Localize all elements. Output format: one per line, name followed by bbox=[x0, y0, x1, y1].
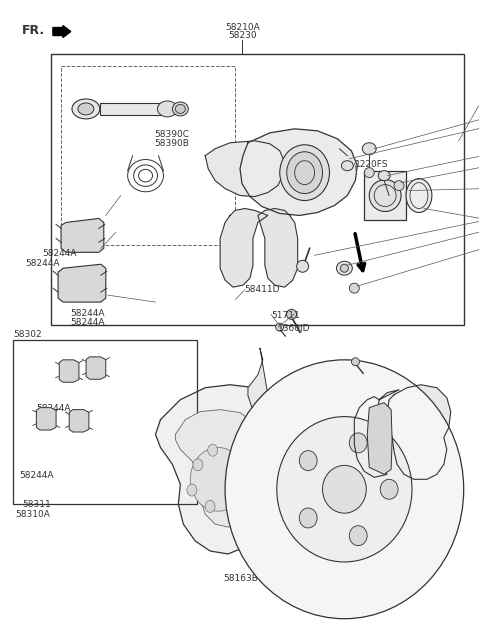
Text: 58390B: 58390B bbox=[154, 139, 189, 148]
Polygon shape bbox=[367, 402, 392, 475]
Text: 58314: 58314 bbox=[331, 577, 360, 586]
Ellipse shape bbox=[193, 459, 203, 471]
Ellipse shape bbox=[72, 99, 100, 119]
Polygon shape bbox=[220, 209, 268, 287]
Ellipse shape bbox=[172, 102, 188, 116]
Bar bbox=[63, 275, 101, 297]
Bar bbox=[51, 54, 464, 325]
Polygon shape bbox=[248, 348, 270, 417]
Polygon shape bbox=[354, 390, 399, 477]
Text: 58311: 58311 bbox=[22, 500, 51, 509]
Ellipse shape bbox=[341, 161, 353, 171]
Ellipse shape bbox=[340, 264, 348, 272]
Bar bbox=[66, 229, 99, 247]
Text: 58222: 58222 bbox=[275, 446, 303, 455]
Text: 58244A: 58244A bbox=[42, 249, 76, 258]
Text: FR.: FR. bbox=[22, 24, 45, 37]
Text: 58163B: 58163B bbox=[223, 574, 258, 583]
Ellipse shape bbox=[349, 526, 367, 545]
Ellipse shape bbox=[287, 152, 323, 194]
Text: 51711: 51711 bbox=[271, 311, 300, 320]
Ellipse shape bbox=[276, 323, 284, 331]
Ellipse shape bbox=[380, 479, 398, 499]
Bar bbox=[364, 171, 406, 220]
Ellipse shape bbox=[205, 500, 215, 513]
Polygon shape bbox=[240, 129, 357, 216]
Text: 58411D: 58411D bbox=[245, 285, 280, 294]
Text: 1360JD: 1360JD bbox=[278, 324, 311, 333]
Ellipse shape bbox=[190, 448, 246, 511]
Ellipse shape bbox=[78, 103, 94, 115]
FancyArrow shape bbox=[53, 26, 71, 37]
Bar bbox=[61, 66, 235, 245]
Text: 58164E: 58164E bbox=[301, 431, 336, 440]
Text: 58164E: 58164E bbox=[369, 533, 403, 542]
Text: 58302: 58302 bbox=[13, 330, 42, 339]
Text: 58244A: 58244A bbox=[71, 308, 105, 317]
Ellipse shape bbox=[157, 101, 178, 117]
Ellipse shape bbox=[280, 145, 329, 200]
Ellipse shape bbox=[175, 104, 185, 113]
Text: 1220FS: 1220FS bbox=[355, 160, 388, 169]
Ellipse shape bbox=[349, 283, 360, 293]
Ellipse shape bbox=[394, 180, 404, 191]
Polygon shape bbox=[387, 384, 451, 479]
Ellipse shape bbox=[299, 508, 317, 528]
Polygon shape bbox=[59, 360, 79, 383]
Text: 58244A: 58244A bbox=[71, 317, 105, 327]
Text: 58244A: 58244A bbox=[36, 404, 71, 413]
Ellipse shape bbox=[187, 484, 197, 496]
Text: 58310A: 58310A bbox=[16, 510, 50, 519]
Ellipse shape bbox=[369, 180, 401, 211]
Ellipse shape bbox=[364, 167, 374, 178]
Ellipse shape bbox=[277, 417, 412, 562]
Polygon shape bbox=[86, 357, 106, 379]
Text: 58120: 58120 bbox=[309, 560, 338, 569]
Ellipse shape bbox=[362, 143, 376, 155]
Polygon shape bbox=[58, 264, 106, 302]
Ellipse shape bbox=[336, 261, 352, 275]
Text: 58244A: 58244A bbox=[20, 471, 54, 480]
Text: 58213: 58213 bbox=[331, 457, 360, 466]
Ellipse shape bbox=[287, 309, 297, 319]
Ellipse shape bbox=[323, 466, 366, 513]
Text: 58230: 58230 bbox=[228, 31, 257, 40]
Text: 58390C: 58390C bbox=[154, 129, 189, 138]
Text: 58244A: 58244A bbox=[25, 258, 60, 267]
Bar bbox=[13, 340, 197, 504]
Polygon shape bbox=[258, 209, 298, 287]
Text: 58221: 58221 bbox=[350, 545, 378, 554]
Ellipse shape bbox=[237, 482, 247, 494]
Ellipse shape bbox=[406, 178, 432, 213]
Polygon shape bbox=[61, 218, 104, 252]
Ellipse shape bbox=[208, 444, 217, 456]
Ellipse shape bbox=[225, 360, 464, 619]
Ellipse shape bbox=[299, 451, 317, 471]
Ellipse shape bbox=[297, 260, 309, 272]
Ellipse shape bbox=[228, 500, 238, 512]
Text: 58233: 58233 bbox=[383, 433, 412, 442]
Polygon shape bbox=[205, 141, 285, 196]
Ellipse shape bbox=[351, 358, 360, 366]
Polygon shape bbox=[69, 410, 89, 432]
Ellipse shape bbox=[349, 433, 367, 453]
Polygon shape bbox=[36, 408, 56, 430]
Text: 58210A: 58210A bbox=[225, 23, 260, 32]
Polygon shape bbox=[175, 410, 260, 527]
Bar bbox=[100, 103, 168, 115]
Polygon shape bbox=[156, 384, 285, 554]
Text: 58232: 58232 bbox=[383, 491, 412, 500]
Ellipse shape bbox=[378, 171, 390, 180]
